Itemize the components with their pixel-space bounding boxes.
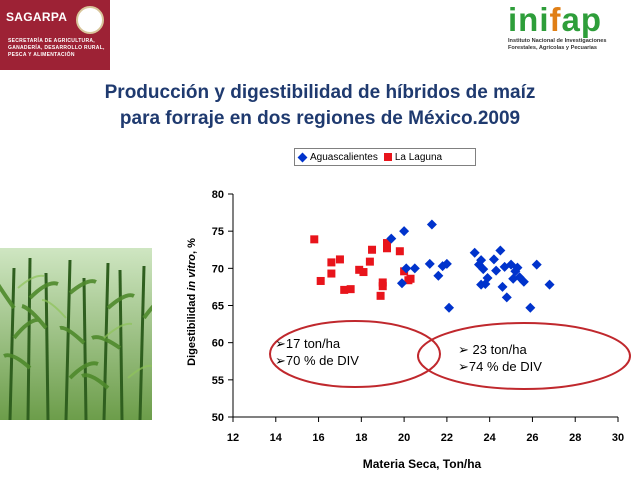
point-aguascalientes: [510, 266, 521, 277]
square-marker-icon: [383, 153, 392, 161]
slide-title: Producción y digestibilidad de híbridos …: [20, 80, 620, 132]
slide-title-line2: para forraje en dos regiones de México.2…: [119, 108, 521, 129]
annotation-aguascalientes-yield: ➢ 23 ton/ha: [458, 342, 527, 357]
point-aguascalientes: [399, 226, 410, 237]
point-aguascalientes: [444, 302, 455, 313]
point-la-laguna: [335, 255, 344, 264]
y-tick-label: 50: [212, 412, 224, 424]
sagarpa-logo: SAGARPA SECRETARÍA DE AGRICULTURA, GANAD…: [0, 0, 110, 70]
inifap-line1: Instituto Nacional de Investigaciones: [508, 38, 607, 44]
point-la-laguna: [406, 274, 415, 283]
point-aguascalientes: [396, 278, 407, 289]
inifap-wordmark: inifap: [508, 1, 603, 38]
annotation-laguna-yield: ➢17 ton/ha: [275, 336, 341, 351]
x-axis-label: Materia Seca, Ton/ha: [363, 457, 482, 471]
x-tick-label: 28: [569, 432, 581, 444]
point-aguascalientes: [426, 219, 437, 230]
point-la-laguna: [400, 267, 409, 276]
point-aguascalientes: [476, 279, 487, 290]
point-aguascalientes: [437, 261, 448, 272]
point-la-laguna: [404, 276, 413, 285]
y-tick-label: 60: [212, 338, 224, 350]
point-aguascalientes: [525, 302, 536, 313]
point-aguascalientes: [386, 233, 397, 244]
point-aguascalientes: [518, 276, 529, 287]
point-aguascalientes: [499, 261, 510, 272]
annotation-aguascalientes-div: ➢74 % de DIV: [458, 359, 542, 374]
point-aguascalientes: [491, 265, 502, 276]
legend-aguascalientes: Aguascalientes: [297, 151, 378, 163]
x-tick-label: 14: [270, 432, 283, 444]
x-tick-label: 24: [484, 432, 497, 444]
point-aguascalientes: [482, 272, 493, 283]
annotation-laguna: ➢17 ton/ha ➢70 % de DIV: [275, 335, 359, 369]
point-la-laguna: [365, 257, 374, 266]
legend-laguna-label: La Laguna: [394, 151, 443, 163]
x-tick-label: 26: [526, 432, 538, 444]
slide-title-line1: Producción y digestibilidad de híbridos …: [104, 82, 536, 103]
x-tick-label: 12: [227, 432, 239, 444]
point-la-laguna: [383, 239, 391, 248]
sagarpa-name: SAGARPA: [6, 10, 68, 24]
point-la-laguna: [355, 265, 364, 274]
inifap-line2: Forestales, Agrícolas y Pecuarias: [508, 45, 598, 51]
point-la-laguna: [368, 245, 377, 254]
point-la-laguna: [395, 247, 404, 256]
chart-legend: Aguascalientes La Laguna: [294, 148, 476, 166]
point-aguascalientes: [469, 247, 480, 258]
point-la-laguna: [327, 269, 336, 278]
point-aguascalientes: [433, 270, 444, 281]
point-aguascalientes: [512, 262, 523, 273]
sagarpa-subtitle: SECRETARÍA DE AGRICULTURA, GANADERÍA, DE…: [8, 38, 105, 58]
point-aguascalientes: [544, 279, 555, 290]
x-tick-label: 30: [612, 432, 624, 444]
point-aguascalientes: [473, 259, 484, 270]
point-aguascalientes: [488, 254, 499, 265]
y-tick-label: 65: [212, 301, 224, 313]
legend-aguascalientes-label: Aguascalientes: [310, 151, 378, 163]
point-aguascalientes: [531, 259, 542, 270]
point-la-laguna: [340, 285, 349, 294]
annotation-aguascalientes: ➢ 23 ton/ha ➢74 % de DIV: [458, 341, 542, 375]
y-tick-label: 55: [212, 375, 224, 387]
chart-axes: 50 55 60 65 70 75 80 12 14 16 18 20 22 24 26 28 30: [212, 189, 624, 444]
x-tick-label: 16: [312, 432, 324, 444]
point-aguascalientes: [401, 263, 412, 274]
x-tick-label: 18: [355, 432, 367, 444]
point-la-laguna: [310, 235, 319, 244]
point-aguascalientes: [497, 281, 508, 292]
chart-marks: [310, 219, 555, 313]
y-tick-label: 70: [212, 263, 224, 275]
point-aguascalientes: [501, 292, 512, 303]
point-aguascalientes: [441, 258, 452, 269]
y-tick-label: 80: [212, 189, 224, 201]
y-tick-label: 75: [212, 226, 224, 238]
point-aguascalientes: [508, 273, 519, 284]
point-la-laguna: [316, 276, 325, 285]
point-aguascalientes: [424, 258, 435, 269]
point-la-laguna: [359, 268, 368, 277]
point-aguascalientes: [480, 278, 491, 289]
legend-laguna: La Laguna: [383, 151, 443, 163]
x-tick-label: 20: [398, 432, 410, 444]
corn-field-photo: [0, 248, 152, 420]
point-la-laguna: [378, 278, 387, 287]
point-aguascalientes: [495, 245, 506, 256]
point-la-laguna: [327, 258, 336, 267]
point-aguascalientes: [506, 259, 517, 270]
inifap-logo: inifap Instituto Nacional de Investigaci…: [508, 2, 638, 68]
x-tick-label: 22: [441, 432, 453, 444]
point-aguascalientes: [478, 264, 489, 275]
mexico-seal-icon: [76, 6, 104, 34]
point-aguascalientes: [514, 272, 525, 283]
y-axis-label: Digestibilidad in vitro, %: [186, 238, 198, 366]
point-la-laguna: [378, 282, 387, 291]
point-aguascalientes: [409, 263, 420, 274]
annotation-laguna-div: ➢70 % de DIV: [275, 353, 359, 368]
point-la-laguna: [376, 291, 385, 300]
point-la-laguna: [383, 244, 391, 253]
diamond-marker-icon: [297, 152, 308, 162]
point-la-laguna: [346, 285, 355, 294]
point-aguascalientes: [476, 255, 487, 266]
